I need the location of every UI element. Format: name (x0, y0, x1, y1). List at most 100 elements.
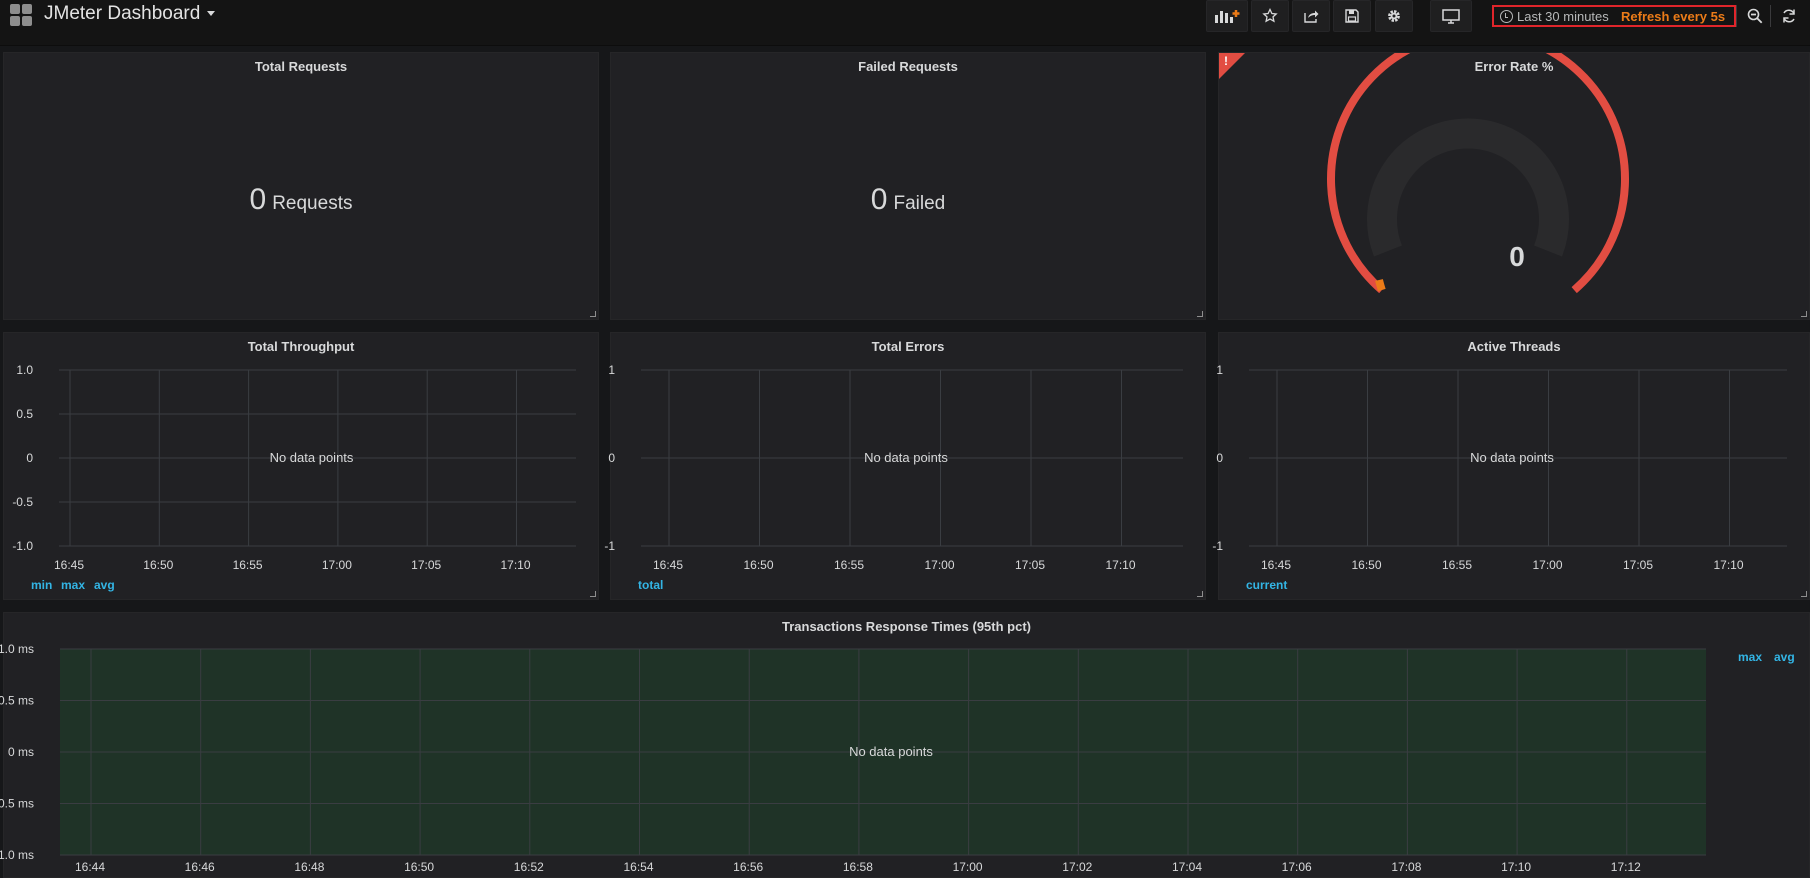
time-picker-highlight (1492, 5, 1736, 27)
x-tick-label: 16:50 (404, 860, 434, 874)
x-tick-label: 16:54 (623, 860, 653, 874)
dashboard-title-dropdown[interactable]: JMeter Dashboard (44, 3, 216, 25)
x-tick-label: 16:45 (54, 558, 84, 572)
x-tick-label: 16:50 (1351, 558, 1381, 572)
settings-button[interactable] (1375, 0, 1413, 32)
y-tick-label: -1.0 ms (0, 848, 34, 862)
panel-title[interactable]: Transactions Response Times (95th pct) (782, 619, 1031, 634)
star-icon (1262, 8, 1278, 23)
y-tick-label: 1.0 (16, 363, 33, 377)
y-tick-label: -0.5 (12, 495, 33, 509)
error-rate-gauge: 0 (1327, 53, 1629, 294)
panel-total-throughput: Total Throughput 1.0 0.5 0 -0.5 -1.0 16:45 16:… (3, 332, 599, 600)
panel-total-requests: Total Requests 0 Requests (3, 52, 599, 320)
x-tick-label: 17:08 (1391, 860, 1421, 874)
add-panel-button[interactable] (1206, 0, 1248, 32)
x-tick-label: 16:45 (653, 558, 683, 572)
add-panel-icon (1215, 10, 1240, 23)
y-tick-label: 0.5 ms (0, 694, 34, 708)
stat-unit: Requests (272, 193, 353, 214)
resize-handle[interactable] (1197, 591, 1203, 597)
x-tick-label: 17:10 (1501, 860, 1531, 874)
x-tick-label: 17:00 (953, 860, 983, 874)
legend-current[interactable]: current (1246, 578, 1288, 592)
panel-title[interactable]: Total Errors (871, 339, 945, 354)
x-tick-label: 16:56 (733, 860, 763, 874)
x-tick-label: 17:10 (1713, 558, 1743, 572)
share-button[interactable] (1292, 0, 1330, 32)
zoom-out-button[interactable] (1738, 4, 1772, 28)
grafana-grid-icon[interactable] (10, 4, 32, 26)
y-tick-label: -1 (604, 539, 615, 553)
x-tick-label: 16:44 (75, 860, 105, 874)
legend-avg[interactable]: avg (1774, 650, 1795, 664)
no-data-message: No data points (864, 450, 948, 465)
y-tick-label: 0 (26, 451, 33, 465)
x-tick-label: 16:55 (1442, 558, 1472, 572)
x-tick-label: 17:02 (1062, 860, 1092, 874)
resize-handle[interactable] (1197, 311, 1203, 317)
legend-avg[interactable]: avg (94, 578, 115, 592)
zoom-out-icon (1747, 8, 1763, 24)
legend-max[interactable]: max (61, 578, 86, 592)
x-tick-label: 16:46 (185, 860, 215, 874)
x-tick-label: 17:05 (1015, 558, 1045, 572)
resize-handle[interactable] (590, 311, 596, 317)
x-tick-label: 17:00 (924, 558, 954, 572)
no-data-message: No data points (270, 450, 354, 465)
panel-title[interactable]: Active Threads (1467, 339, 1561, 354)
y-tick-label: 1 (608, 363, 615, 377)
gauge-threshold-arc (1375, 279, 1386, 292)
panel-title[interactable]: Total Requests (254, 59, 348, 74)
y-tick-label: 0 (1216, 451, 1223, 465)
dashboard-title: JMeter Dashboard (44, 3, 201, 24)
time-range-button[interactable]: Last 30 minutes (1500, 9, 1609, 24)
legend-total[interactable]: total (638, 578, 664, 592)
x-tick-label: 17:05 (1623, 558, 1653, 572)
y-tick-label: -1.0 (12, 539, 33, 553)
y-tick-label: -1 (1212, 539, 1223, 553)
y-tick-label: 0 ms (8, 745, 34, 759)
refresh-button[interactable] (1772, 4, 1806, 28)
panel-title[interactable]: Failed Requests (858, 59, 958, 74)
x-tick-label: 16:58 (843, 860, 873, 874)
x-tick-label: 17:06 (1282, 860, 1312, 874)
gear-icon (1388, 10, 1400, 22)
stat-value: 0 Failed (611, 183, 1205, 217)
panel-title[interactable]: Total Throughput (247, 339, 355, 354)
x-tick-label: 17:10 (500, 558, 530, 572)
response-times-graph: 1.0 ms 0.5 ms 0 ms -0.5 ms -1.0 ms 16:44 16:46… (0, 642, 1706, 874)
x-tick-label: 17:10 (1105, 558, 1135, 572)
time-range-label: Last 30 minutes (1517, 9, 1609, 24)
legend-max[interactable]: max (1738, 650, 1763, 664)
panel-total-errors: Total Errors 1 0 -1 16:45 16:50 16:55 17:00 17:… (604, 332, 1206, 600)
save-button[interactable] (1333, 0, 1371, 32)
y-tick-label: 0.5 (16, 407, 33, 421)
resize-handle[interactable] (590, 591, 596, 597)
y-tick-label: 0 (608, 451, 615, 465)
top-navbar: JMeter Dashboard Last 30 minutes Refresh… (0, 0, 1810, 46)
gauge-value: 0 (1509, 241, 1525, 272)
y-tick-label: 1.0 ms (0, 642, 34, 656)
x-tick-label: 16:50 (143, 558, 173, 572)
resize-handle[interactable] (1801, 591, 1807, 597)
panel-title[interactable]: Error Rate % (1474, 59, 1554, 74)
no-data-message: No data points (1470, 450, 1554, 465)
alert-corner[interactable] (1219, 53, 1245, 79)
refresh-interval-label[interactable]: Refresh every 5s (1621, 9, 1726, 24)
stat-value: 0 Requests (4, 183, 598, 217)
resize-handle[interactable] (1801, 311, 1807, 317)
panel-response-times: Transactions Response Times (95th pct) 1… (0, 612, 1810, 878)
gauge-arc (1327, 53, 1629, 294)
legend-min[interactable]: min (31, 578, 53, 592)
tv-mode-button[interactable] (1430, 0, 1472, 32)
stat-number: 0 (870, 183, 888, 216)
x-tick-label: 16:55 (233, 558, 263, 572)
threads-graph: 1 0 -1 16:45 16:50 16:55 17:00 17:05 17:10 No dat… (1212, 363, 1787, 572)
panel-error-rate: ! Error Rate % 0 (1218, 52, 1810, 320)
x-tick-label: 16:48 (294, 860, 324, 874)
caret-down-icon (207, 11, 216, 17)
monitor-icon (1442, 9, 1460, 24)
panel-active-threads: Active Threads 1 0 -1 16:45 16:50 16:55 17:00 1… (1212, 332, 1810, 600)
star-button[interactable] (1251, 0, 1289, 32)
